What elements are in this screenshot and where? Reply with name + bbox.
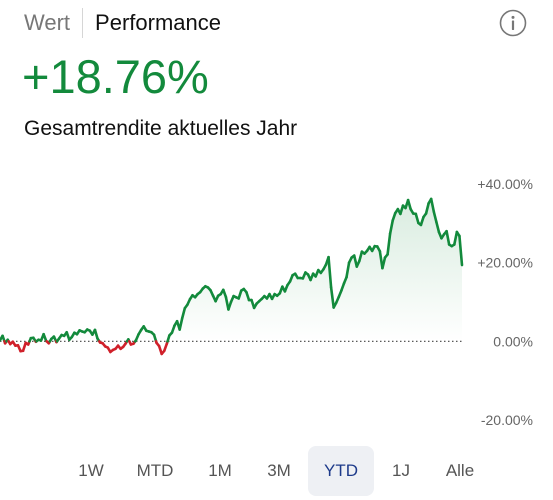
chart-line-segment (406, 198, 412, 211)
chart-y-axis: +40.00% +20.00% 0.00% -20.00% (477, 176, 533, 428)
chart-line-segment (414, 212, 420, 225)
chart-area-fill (0, 198, 462, 342)
chart-line-segment (237, 289, 243, 300)
chart-line-segment (21, 341, 27, 353)
range-alle[interactable]: Alle (445, 461, 475, 480)
chart-line-segment (386, 232, 392, 256)
chart-line-segment (399, 204, 405, 216)
y-tick-label: -20.00% (481, 412, 533, 428)
chart-line-segment (227, 300, 233, 311)
chart-line-segment (327, 255, 333, 289)
chart-line-segment (432, 210, 438, 224)
range-1m[interactable]: 1M (208, 461, 232, 480)
tab-wert[interactable]: Wert (24, 10, 71, 35)
range-ytd[interactable]: YTD (308, 446, 374, 496)
chart-line-segment (424, 201, 430, 215)
chart-series-line (0, 197, 464, 356)
chart-line-segment (329, 286, 335, 309)
chart-line-segment (358, 250, 364, 263)
y-tick-label: 0.00% (493, 333, 533, 349)
chart-line-segment (419, 215, 425, 227)
chart-line-segment (178, 316, 184, 331)
range-3m[interactable]: 3M (267, 461, 291, 480)
performance-chart[interactable]: +40.00% +20.00% 0.00% -20.00% (0, 170, 553, 442)
tab-performance[interactable]: Performance (95, 10, 221, 35)
range-1j[interactable]: 1J (392, 461, 410, 480)
chart-line-segment (381, 256, 387, 270)
range-1w[interactable]: 1W (78, 461, 104, 480)
chart-line-segment (245, 290, 251, 302)
performance-subtitle: Gesamtrendite aktuelles Jahr (24, 117, 298, 140)
chart-line-segment (452, 230, 459, 246)
info-circle-icon[interactable] (499, 9, 527, 37)
chart-line-segment (391, 211, 397, 222)
time-range-selector: 1W MTD 1M 3M YTD 1J Alle (0, 446, 553, 496)
view-tabs: Wert Performance (24, 8, 221, 38)
y-tick-label: +20.00% (477, 255, 533, 271)
performance-value: +18.76% (22, 50, 209, 103)
chart-line-segment (429, 197, 436, 213)
chart-line-segment (388, 219, 395, 235)
chart-line-segment (435, 220, 441, 234)
y-tick-label: +40.00% (477, 176, 533, 192)
chart-line-segment (345, 261, 351, 279)
chart-line-segment (180, 306, 187, 320)
chart-line-segment (445, 229, 451, 246)
tab-divider (82, 8, 84, 38)
chart-line-segment (93, 328, 99, 340)
range-mtd[interactable]: MTD (136, 461, 174, 480)
chart-line-segment (458, 234, 464, 267)
